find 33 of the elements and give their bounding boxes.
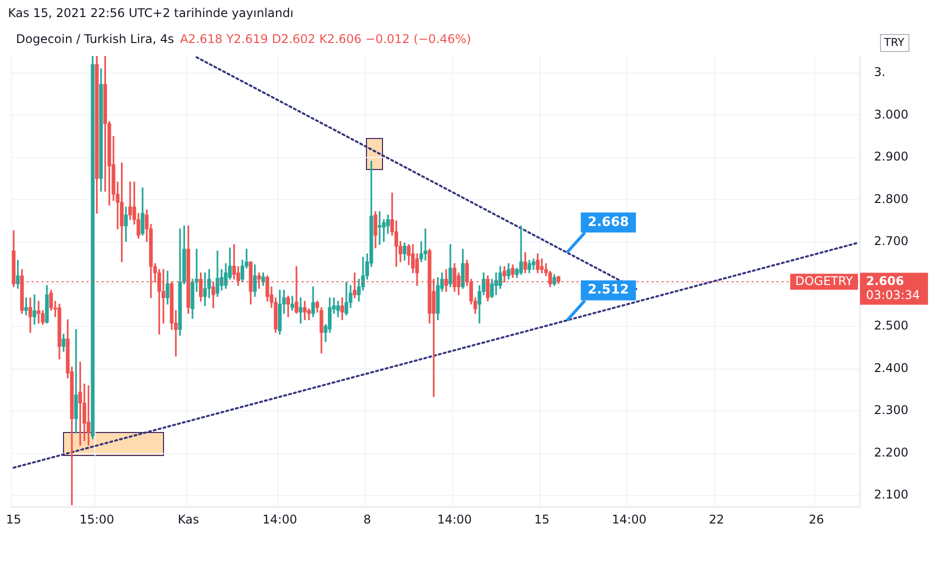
y-tick-label: 2.100 <box>874 488 908 502</box>
y-tick-label: 3.000 <box>874 107 908 122</box>
chart-subtitle: Dogecoin / Turkish Lira, 4s <box>16 32 174 46</box>
candlestick <box>519 226 523 275</box>
candlestick <box>74 329 78 434</box>
text: 2.606 <box>866 274 904 288</box>
y-tick-label: 3. <box>874 65 886 80</box>
x-tick-label: 8 <box>363 512 371 526</box>
y-tick-label: 2.300 <box>874 403 908 418</box>
y-tick-label: 2.200 <box>874 445 908 460</box>
y-tick-label: 2.700 <box>874 234 908 248</box>
text: A2.618 Y2.619 D2.602 K2.606 −0.012 (−0.46%) <box>180 32 472 46</box>
candlestick <box>86 385 90 446</box>
x-tick-label: Kas <box>178 512 199 526</box>
x-tick-label: 26 <box>808 512 824 526</box>
x-tick-label: 14:00 <box>262 512 298 526</box>
x-tick-label: 14:00 <box>437 512 472 526</box>
chart-title: Kas 15, 2021 22:56 UTC+2 tarihinde yayınlandı <box>8 6 294 20</box>
x-tick-label: 14:00 <box>612 512 646 526</box>
text: 03:03:34 <box>866 288 920 302</box>
y-tick-label: 2.500 <box>874 318 908 333</box>
y-tick-label: 2.800 <box>874 192 908 206</box>
y-tick-label: 2.400 <box>874 360 908 375</box>
x-tick-label: 15:00 <box>80 512 114 526</box>
x-tick-label: 15 <box>534 512 550 526</box>
y-tick-label: 2.900 <box>874 150 908 164</box>
x-tick-label: 15 <box>6 512 22 526</box>
annotation: 2.512 <box>588 282 629 298</box>
candlestick <box>32 294 36 325</box>
annotation: 2.668 <box>588 214 629 230</box>
text: TRY <box>882 36 905 49</box>
ref-line-label: DOGETRY <box>795 274 854 288</box>
x-tick-label: 22 <box>708 512 724 526</box>
